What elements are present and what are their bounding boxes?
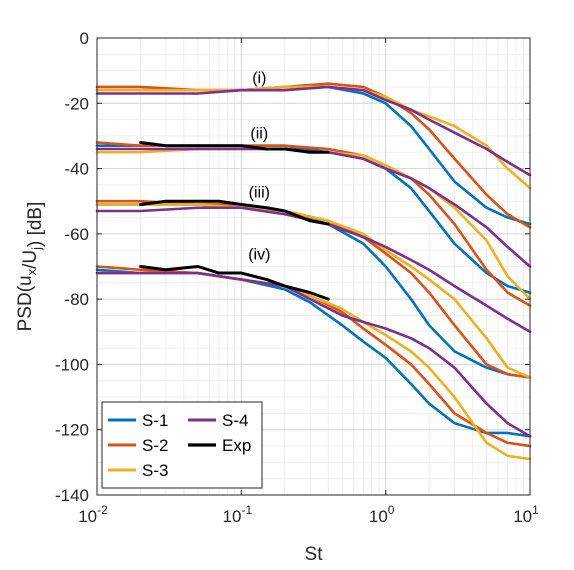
- legend-entry: S-1: [142, 411, 168, 430]
- series-lines: [95, 82, 532, 461]
- x-axis-label: St: [305, 544, 324, 565]
- series-line: [95, 85, 532, 190]
- series-line: [138, 199, 330, 226]
- series-line: [95, 147, 532, 268]
- y-tick-label: -100: [55, 355, 89, 374]
- ticks: 10-2 10-1 100 101 0 -20 -40 -60 -80 -100 -120 -140: [55, 29, 539, 526]
- legend-entry: Exp: [222, 436, 251, 455]
- x-tick-label: 100: [369, 503, 395, 526]
- x-tick-label: 101: [513, 503, 539, 526]
- x-tick-label: 10-1: [223, 503, 253, 526]
- series-line: [95, 203, 532, 379]
- x-tick-label: 10-2: [78, 503, 108, 526]
- series-line: [138, 265, 330, 301]
- y-tick-label: -20: [64, 94, 89, 113]
- group-annotation: (iii): [249, 184, 270, 201]
- y-tick-label: -40: [64, 160, 89, 179]
- group-annotation: (ii): [250, 126, 268, 143]
- series-line: [95, 271, 532, 438]
- y-tick-label: -80: [64, 290, 89, 309]
- y-tick-label: 0: [80, 29, 89, 48]
- group-annotation: (iv): [248, 246, 270, 263]
- axes-frame: [96, 37, 531, 496]
- y-axis-label: PSD(ux/Uj) [dB]: [15, 202, 46, 332]
- annotations: (i) (ii) (iii) (iv): [248, 70, 270, 263]
- series-line: [95, 85, 532, 177]
- legend-entry: S-2: [142, 436, 168, 455]
- legend: S-1 S-4 S-2 Exp S-3: [101, 401, 263, 489]
- series-line: [95, 203, 532, 379]
- series-line: [95, 82, 532, 229]
- y-tick-label: -60: [64, 225, 89, 244]
- y-tick-label: -120: [55, 421, 89, 440]
- legend-entry: S-3: [142, 461, 168, 480]
- series-line: [138, 140, 330, 154]
- series-line: [95, 206, 532, 334]
- legend-entry: S-4: [222, 411, 248, 430]
- series-line: [95, 199, 532, 379]
- y-tick-label: -140: [55, 486, 89, 505]
- series-line: [95, 141, 532, 307]
- group-annotation: (i): [252, 70, 266, 87]
